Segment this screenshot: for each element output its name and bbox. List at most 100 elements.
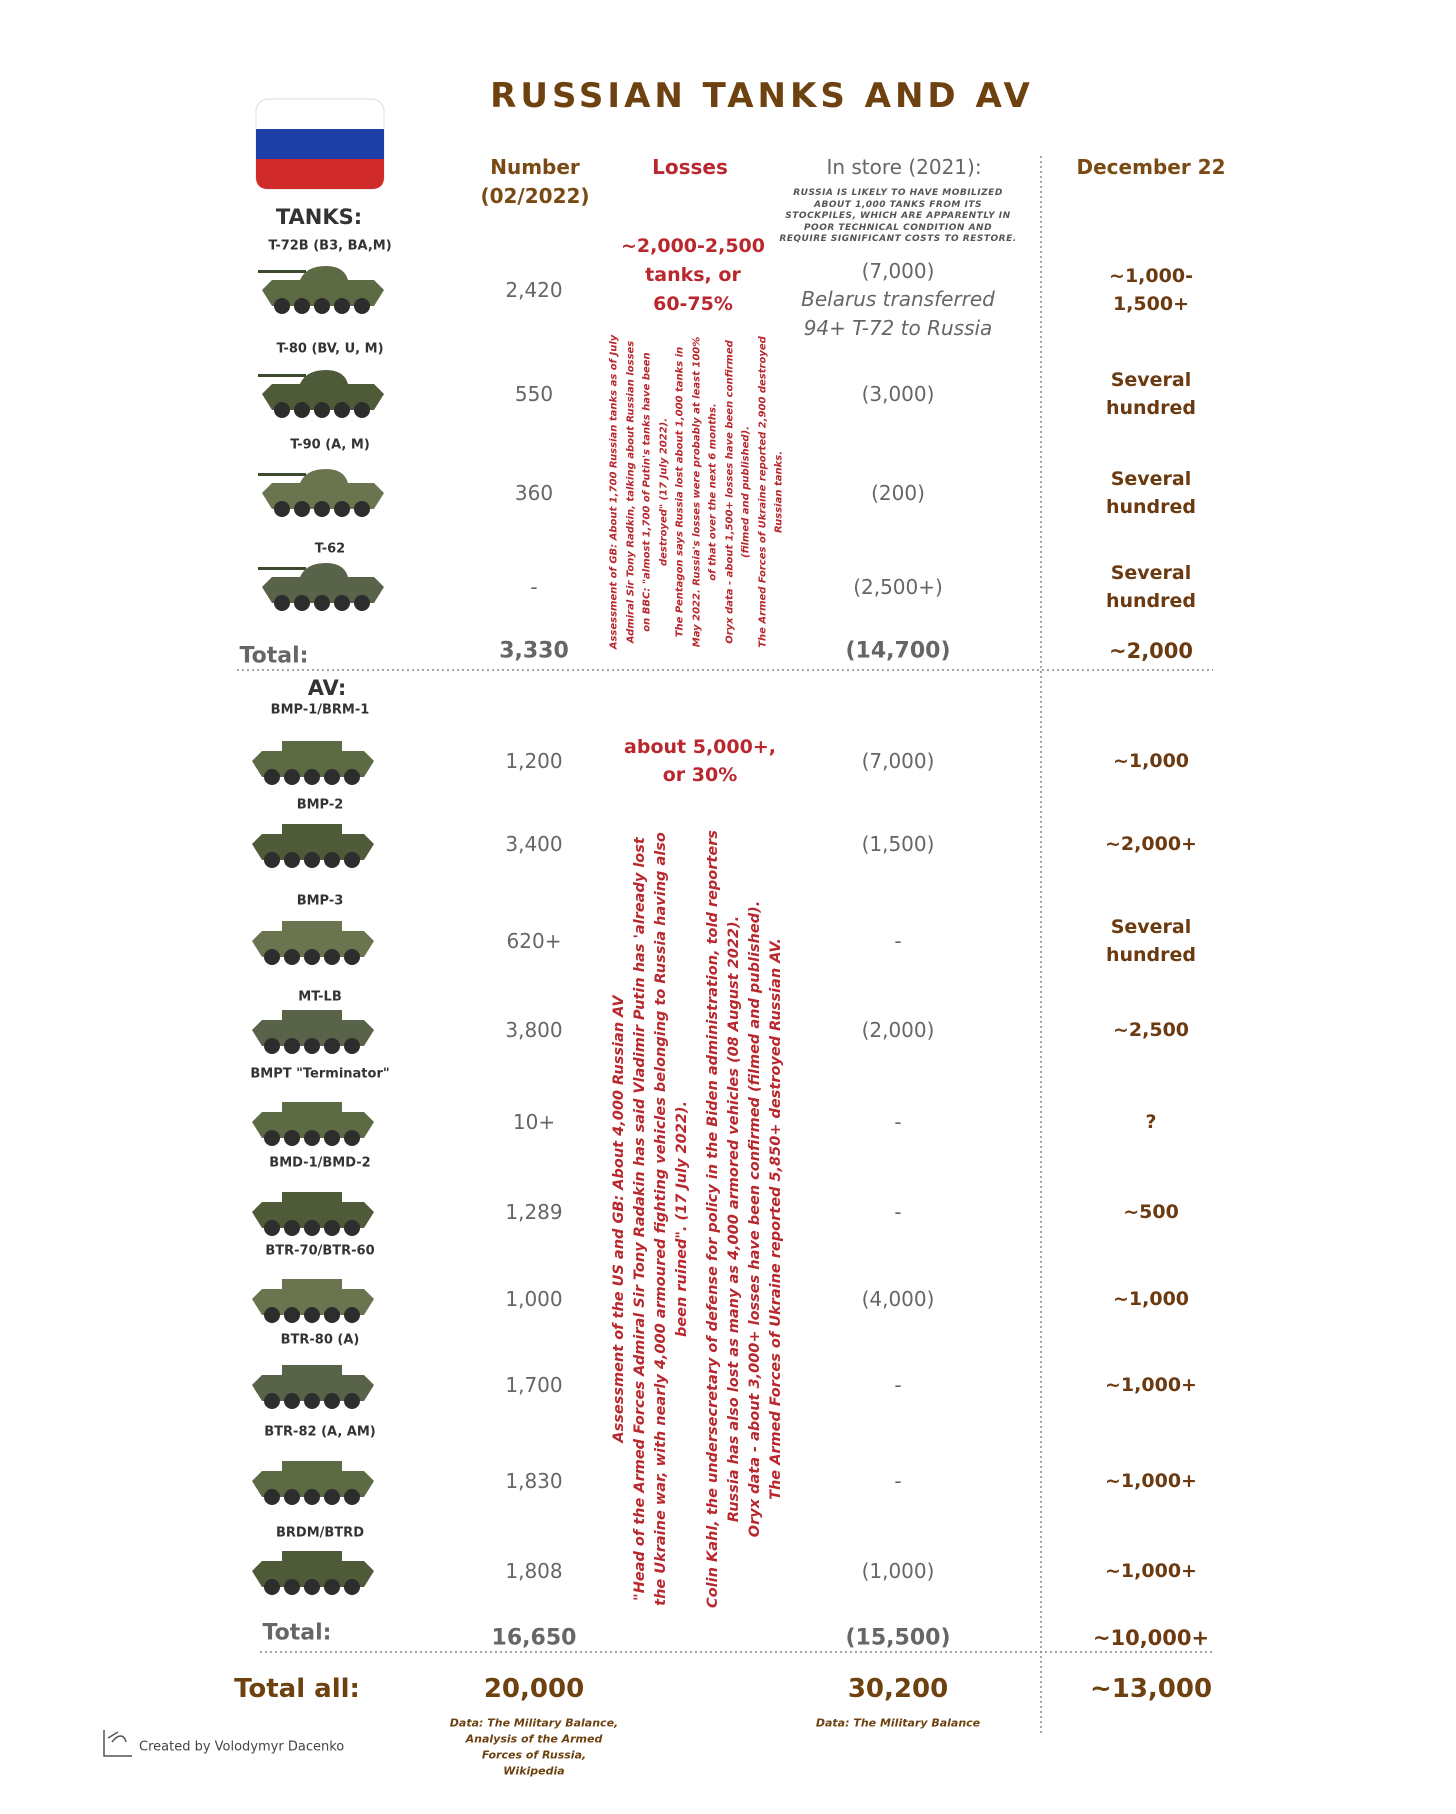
turret [300,370,348,384]
gun [258,567,306,570]
wheel [344,949,360,965]
wheel [344,1393,360,1409]
wheel [294,595,310,611]
vehicle-image [252,921,374,965]
vehicle-image [252,1010,374,1054]
wheel [344,1489,360,1505]
total-all-label: Total all: [234,1674,360,1704]
vehicle-image [252,1365,374,1409]
dec22-cell: ~1,000+ [1105,1560,1197,1582]
note-line: (filmed and published). [740,426,752,558]
column-header: December 22 [1076,155,1226,179]
wheel [274,501,290,517]
dec22-cell: ~2,000+ [1105,833,1197,855]
source: Data: The Military Balance, [449,1716,619,1730]
wheel [344,1307,360,1323]
total-label: Total: [262,1620,332,1646]
vehicle-name: BMPT "Terminator" [250,1066,390,1082]
hull [252,1561,374,1587]
wheel [294,402,310,418]
flag-blue [256,129,384,159]
store-cell: (200) [871,481,925,505]
number-cell: - [530,575,538,599]
store-cell: - [894,1110,902,1134]
losses-value: tanks, or [645,264,741,286]
total-store: (15,500) [845,1625,951,1651]
flag-red [256,159,384,189]
hull [252,751,374,777]
wheel [284,769,300,785]
note-line: Russia has also lost as many as 4,000 ar… [726,915,742,1523]
vehicle-name: BMD-1/BMD-2 [269,1155,371,1171]
wheel [334,402,350,418]
vehicle-image [258,370,384,418]
vehicle-name: BTR-70/BTR-60 [265,1243,375,1259]
store-note: ABOUT 1,000 TANKS FROM ITS [814,199,982,210]
number-cell: 620+ [506,929,562,953]
source: Analysis of the Armed [465,1732,603,1746]
hull [252,834,374,860]
store-cell: (7,000) [861,749,935,773]
store-cell: (1,500) [861,832,935,856]
hull [252,1112,374,1138]
vehicle-name: BMP-2 [296,797,344,813]
note-line: The Pentagon says Russia lost about 1,00… [674,346,686,638]
dec22-cell: ~1,000 [1112,750,1190,772]
vehicle-image [258,469,384,517]
wheel [284,1393,300,1409]
wheel [344,852,360,868]
number-cell: 550 [514,382,554,406]
wheel [324,949,340,965]
superstructure [282,1279,342,1291]
note-line: The Armed Forces of Ukraine reported 5,8… [768,938,784,1500]
vehicle-name: T-62 [314,541,346,557]
vehicle-name: T-80 (BV, U, M) [276,341,384,357]
dec22-cell: ~2,500 [1112,1019,1190,1041]
vehicle-image [252,1192,374,1236]
dec22-cell: ~500 [1123,1201,1179,1223]
wheel [354,402,370,418]
wheel [354,298,370,314]
wheel [324,852,340,868]
dec22-cell: Several hundred [1105,916,1197,966]
vehicle-image [252,1551,374,1595]
superstructure [282,1010,342,1022]
wheel [324,1489,340,1505]
total-all-dec22: ~13,000 [1089,1674,1213,1704]
wheel [354,595,370,611]
title: RUSSIAN TANKS AND AV [490,76,1034,116]
store-cell: (7,000) [861,259,935,283]
turret [300,563,348,577]
wheel [294,501,310,517]
total-number: 3,330 [499,638,569,664]
losses-value: ~2,000-2,500 [620,235,766,257]
wheel [264,1220,280,1236]
wheel [344,1220,360,1236]
note-line: Oryx data - about 1,500+ losses have bee… [723,340,735,644]
losses-value: or 30% [662,764,738,786]
wheel [304,1220,320,1236]
wheel [284,1307,300,1323]
store-cell: - [894,929,902,953]
column-header: Number [490,155,580,179]
wheel [284,949,300,965]
vehicle-image [252,1461,374,1505]
wheel [324,1393,340,1409]
number-cell: 360 [514,481,554,505]
hull [252,931,374,957]
number-cell: 1,830 [505,1469,563,1493]
wheel [324,1220,340,1236]
total-store: (14,700) [845,638,951,664]
note-line: Russian tanks. [773,450,785,534]
wheel [274,402,290,418]
store-cell: (2,500+) [853,575,943,599]
hull [252,1020,374,1046]
hull [262,483,384,509]
note-line: "Head of the Armed Forces Admiral Sir To… [632,837,648,1601]
vehicle-image [258,563,384,611]
column-header: Losses [652,155,728,179]
vehicle-name: T-72B (B3, BA,M) [268,238,392,254]
total-all-number: 20,000 [483,1674,585,1704]
number-cell: 2,420 [505,278,563,302]
